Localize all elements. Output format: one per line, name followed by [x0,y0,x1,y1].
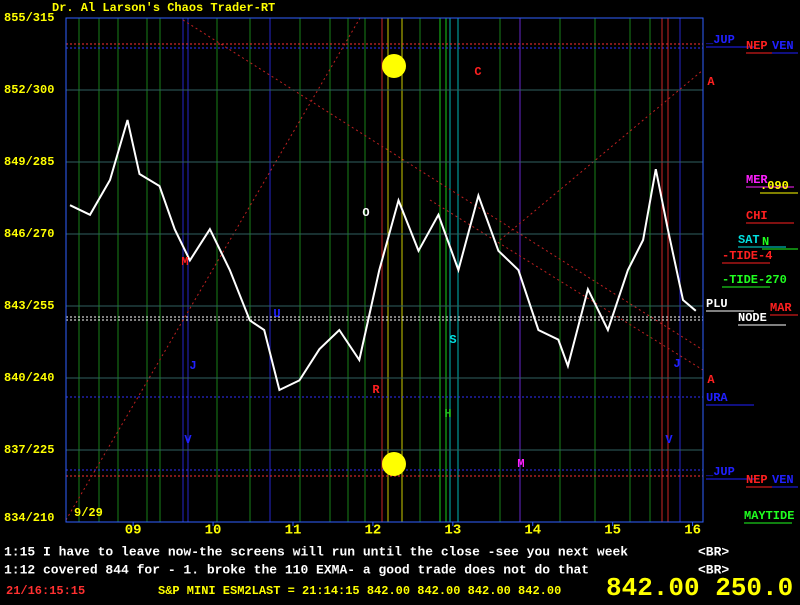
chart-annotation: J [189,359,196,373]
x-tick-label: 11 [285,523,302,539]
status-clock: 21/16:15:15 [6,584,85,598]
message-button[interactable]: <BR> [698,544,729,559]
planet-label: NEP [746,473,768,487]
chart-title: Dr. Al Larson's Chaos Trader-RT [52,1,275,15]
planet-label: URA [706,391,728,405]
y-tick-label: 849/285 [4,155,54,169]
y-tick-label: 852/300 [4,83,54,97]
message-button[interactable]: <BR> [698,562,729,577]
message: 1:15 I have to leave now-the screens wil… [4,544,628,559]
planet-label: _JUP [705,33,735,47]
angle-line [65,17,361,521]
chart-annotation: V [665,433,673,447]
chart-annotation: R [372,383,380,397]
plot-frame [65,17,704,523]
price-line [69,119,697,392]
planet-label: NODE [738,311,767,325]
y-tick-label: 834/210 [4,511,54,525]
planet-label: .090 [760,179,789,193]
date-label: 9/29 [74,506,103,520]
y-tick-label: 846/270 [4,227,54,241]
planet-label: CHI [746,209,768,223]
x-tick-label: 14 [524,523,541,539]
x-tick-label: 16 [684,523,701,539]
y-tick-label: 843/255 [4,299,54,313]
planet-label: -TIDE-4 [722,249,772,263]
angle-line [499,69,704,241]
chart-annotation: V [184,433,192,447]
chart-annotation: M [517,457,524,471]
chart-annotation: S [449,333,456,347]
y-tick-label: 837/225 [4,443,54,457]
planet-label: VEN [772,39,794,53]
status-price: 842.00 250.0 [606,573,793,600]
planet-label: MER [746,173,768,187]
x-tick-label: 15 [604,523,621,539]
y-tick-label: 840/240 [4,371,54,385]
planet-label: VEN [772,473,794,487]
angle-line [429,199,704,371]
x-tick-label: 09 [125,523,142,539]
planet-label: MAR [770,301,792,315]
chart-annotation: U [273,307,280,321]
planet-label: NEP [746,39,768,53]
planet-label: _JUP [705,465,735,479]
x-tick-label: 13 [444,523,461,539]
x-tick-label: 10 [205,523,222,539]
chart-annotation: A [707,75,715,89]
message: 1:12 covered 844 for - 1. broke the 110 … [4,562,589,577]
planet-label: -TIDE-270 [722,273,787,287]
chart-annotation: H [444,407,451,421]
y-tick-label: 855/315 [4,11,54,25]
planet-label: MAYTIDE [744,509,794,523]
chart-annotation: J [673,357,680,371]
planet-label: SAT [738,233,760,247]
planet-label: PLU [706,297,728,311]
planet-label: N [762,235,769,249]
x-tick-label: 12 [365,523,382,539]
chart-annotation: C [474,65,481,79]
status-quote: S&P MINI ESM2LAST = 21:14:15 842.00 842.… [158,584,561,598]
chart-annotation: A [707,373,715,387]
sun-marker [382,452,406,476]
chart-annotation: O [362,206,369,220]
chart-annotation: M [181,255,188,269]
sun-marker [382,54,406,78]
